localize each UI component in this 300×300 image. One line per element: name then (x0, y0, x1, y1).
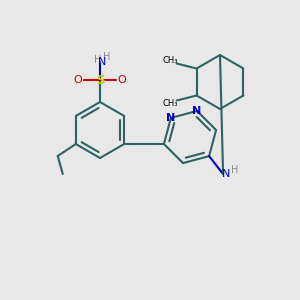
Text: H: H (103, 52, 111, 62)
Text: N: N (98, 57, 106, 67)
Text: N: N (192, 106, 202, 116)
Text: N: N (166, 113, 176, 123)
Text: CH₃: CH₃ (163, 56, 178, 65)
Text: H: H (231, 165, 239, 175)
Text: O: O (118, 75, 126, 85)
Text: O: O (74, 75, 82, 85)
Text: H: H (94, 55, 102, 65)
Text: S: S (96, 74, 104, 86)
Text: N: N (222, 169, 230, 179)
Text: CH₃: CH₃ (163, 99, 178, 108)
